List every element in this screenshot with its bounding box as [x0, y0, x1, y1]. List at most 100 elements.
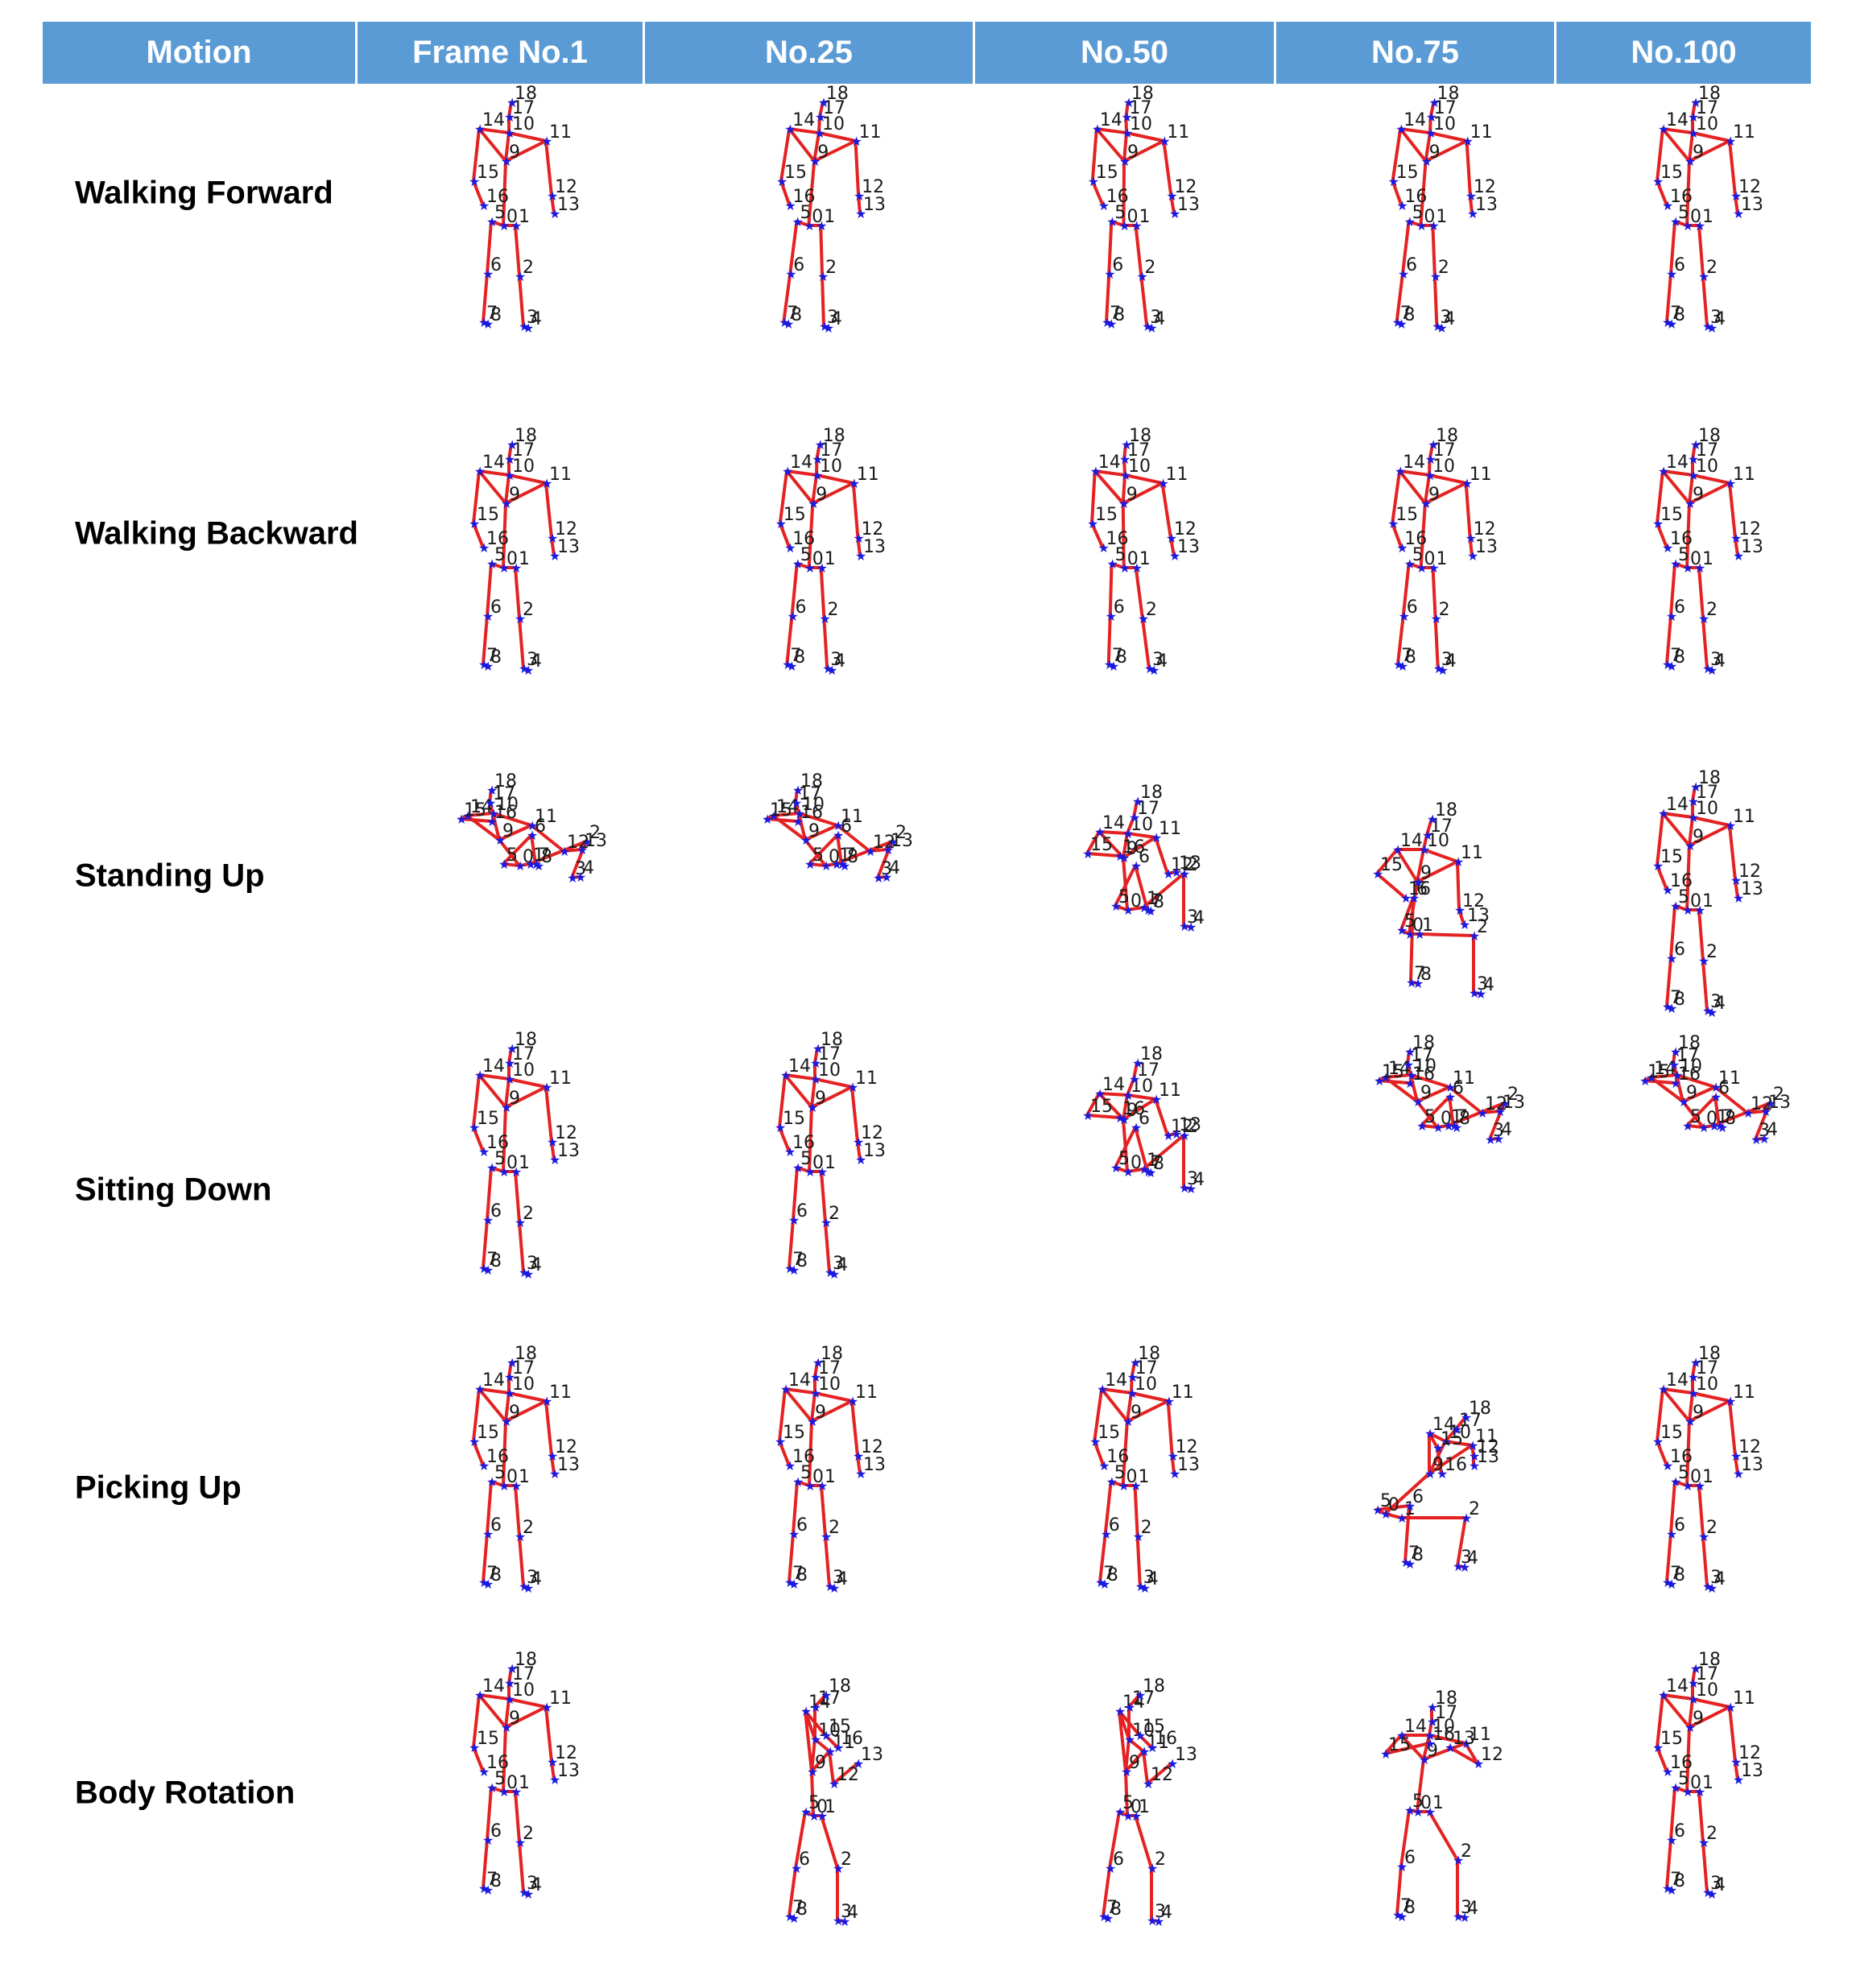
joint-star-icon: ★: [501, 1416, 512, 1429]
skeleton-bone: [1108, 562, 1114, 618]
joint-star-icon: ★: [1698, 1837, 1709, 1850]
skeleton-figure: ★0★1★2★3★4★5★6★7★8★9★10★11★12★13★14★15★1…: [775, 1030, 886, 1282]
skeleton-bone: [1691, 816, 1731, 827]
skeleton-bone: [507, 1047, 513, 1064]
skeleton-bone: [1705, 1009, 1713, 1014]
joint-star-icon: ★: [515, 1217, 526, 1230]
joint-star-icon: ★: [829, 1582, 840, 1596]
skeleton-bone: [1428, 115, 1432, 134]
joint-star-icon: ★: [816, 562, 828, 576]
skeleton-bone: [1090, 180, 1105, 207]
joint-star-icon: ★: [478, 316, 490, 330]
joint-star-icon: ★: [1445, 1091, 1456, 1105]
joint-label: 5: [1412, 203, 1424, 223]
joint-star-icon: ★: [486, 1476, 498, 1490]
joint-star-icon: ★: [498, 220, 510, 234]
joint-star-icon: ★: [501, 1721, 512, 1735]
skeleton-bone: [825, 667, 833, 672]
skeleton-bone: [1375, 872, 1407, 899]
skeleton-bone: [1423, 473, 1431, 505]
skeleton-bone: [836, 833, 843, 866]
skeleton-cell: ★ 0 ★ 1 ★ 2 ★ 3 ★ 4 ★ 5 ★ 6 ★ 7 ★ 8 ★ 9 ★ 10 ★ 11 ★ 12 ★ 13 ★ 14 ★ 15 ★ 1…: [1635, 1033, 1812, 1280]
skeleton-figure: ★0★1★2★3★4★5★6★7★8★9★10★11★12★13★14★15★1…: [469, 84, 580, 336]
joint-star-icon: ★: [1107, 558, 1118, 572]
joint-label: 7: [486, 304, 498, 324]
joint-label: 1: [1422, 915, 1433, 936]
joint-label: 5: [800, 203, 812, 223]
joint-label: 12: [861, 1437, 883, 1457]
skeleton-bone: [1746, 1110, 1767, 1114]
skeleton-bone: [790, 562, 799, 618]
joint-star-icon: ★: [1179, 868, 1190, 882]
joint-star-icon: ★: [1404, 1500, 1416, 1514]
joint-label: 5: [1678, 887, 1689, 907]
joint-star-icon: ★: [519, 1887, 530, 1900]
joint-star-icon: ★: [1135, 1581, 1147, 1594]
joint-label: 3: [833, 1254, 844, 1274]
skeleton-bone: [787, 1866, 797, 1918]
joint-star-icon: ★: [549, 1774, 560, 1788]
joint-star-icon: ★: [1662, 1001, 1673, 1015]
skeleton-bone: [813, 1077, 854, 1089]
joint-star-icon: ★: [816, 1810, 828, 1824]
skeleton-bone: [477, 1387, 511, 1395]
skeleton-bone: [1435, 324, 1443, 329]
skeleton-bone: [782, 320, 790, 325]
joint-label: 4: [847, 1903, 858, 1923]
joint-label: 15: [1382, 1062, 1404, 1082]
skeleton-bone: [1110, 220, 1126, 227]
joint-star-icon: ★: [469, 1436, 480, 1449]
skeleton-bone: [1103, 1480, 1113, 1535]
joint-label: 0: [523, 847, 534, 867]
joint-star-icon: ★: [815, 111, 826, 125]
joint-star-icon: ★: [1131, 860, 1142, 874]
joint-star-icon: ★: [810, 1734, 821, 1747]
joint-label: 13: [585, 831, 607, 851]
header-frame-100: No.100: [1556, 22, 1811, 84]
joint-star-icon: ★: [1098, 542, 1110, 556]
joint-star-icon: ★: [523, 322, 534, 336]
skeleton-bone: [1431, 566, 1437, 620]
joint-label: 12: [837, 1765, 859, 1785]
joint-label: 8: [1674, 647, 1685, 667]
joint-star-icon: ★: [1682, 1786, 1693, 1800]
joint-star-icon: ★: [1432, 320, 1443, 334]
joint-label: 17: [823, 98, 845, 118]
skeleton-bone: [810, 1750, 831, 1773]
joint-label: 7: [486, 1564, 498, 1584]
skeleton-bone: [828, 1750, 835, 1785]
joint-star-icon: ★: [1416, 1120, 1428, 1134]
joint-label: 7: [1670, 1870, 1681, 1890]
joint-label: 1: [824, 207, 835, 227]
joint-star-icon: ★: [1124, 1701, 1135, 1715]
joint-label: 10: [1130, 114, 1152, 134]
joint-label: 5: [1690, 1107, 1701, 1127]
skeleton-bone: [550, 536, 556, 557]
joint-label: 9: [817, 143, 829, 163]
joint-label: 15: [1660, 847, 1683, 867]
joint-label: 1: [519, 1467, 530, 1487]
skeleton-bone: [482, 320, 489, 325]
joint-label: 16: [1404, 529, 1427, 549]
skeleton-cell: ★ 0 ★ 1 ★ 2 ★ 3 ★ 4 ★ 5 ★ 6 ★ 7 ★ 8 ★ 9 ★ 10 ★ 11 ★ 12 ★ 13 ★ 14 ★ 15 ★ 1…: [451, 84, 628, 336]
skeleton-bone: [1395, 1913, 1403, 1918]
skeleton-bone: [1100, 1387, 1129, 1423]
joint-label: 8: [791, 305, 802, 325]
joint-star-icon: ★: [1652, 1742, 1664, 1755]
joint-label: 10: [1680, 1056, 1702, 1077]
joint-label: 12: [1174, 177, 1197, 197]
skeleton-bone: [1728, 1705, 1737, 1763]
joint-star-icon: ★: [504, 1677, 515, 1691]
joint-star-icon: ★: [1179, 1130, 1190, 1143]
joint-star-icon: ★: [515, 860, 526, 874]
skeleton-bone: [771, 812, 800, 817]
joint-label: 5: [1118, 1149, 1130, 1169]
joint-label: 14: [1098, 453, 1121, 473]
skeleton-bone: [1691, 1391, 1731, 1403]
joint-label: 10: [1128, 457, 1151, 477]
joint-label: 12: [1477, 1437, 1499, 1457]
joint-label: 14: [482, 110, 505, 130]
joint-star-icon: ★: [1122, 904, 1134, 918]
skeleton-bone: [514, 1484, 521, 1538]
skeleton-bone: [1121, 502, 1126, 569]
